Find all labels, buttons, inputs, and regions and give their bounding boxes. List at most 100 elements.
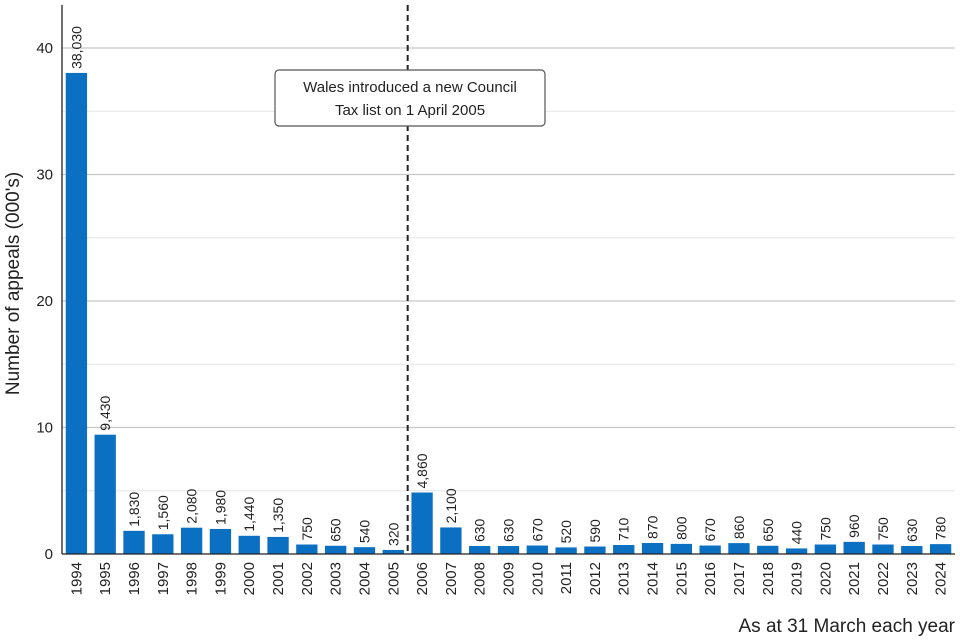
x-tick-2009: 2009 xyxy=(501,562,518,595)
bar-2015 xyxy=(670,543,692,554)
bar-1994 xyxy=(65,72,88,554)
x-tick-2014: 2014 xyxy=(645,562,662,595)
annotation-rect xyxy=(274,69,546,127)
x-tick-2015: 2015 xyxy=(673,562,690,595)
x-tick-2002: 2002 xyxy=(299,562,316,595)
x-tick-2012: 2012 xyxy=(587,562,604,595)
data-label-2009: 630 xyxy=(501,518,517,542)
data-label-2022: 750 xyxy=(875,517,891,541)
data-label-2010: 670 xyxy=(529,518,545,542)
annotation-line-1: Wales introduced a new Council xyxy=(303,79,517,96)
data-label-2011: 520 xyxy=(558,520,574,544)
x-tick-2011: 2011 xyxy=(558,562,575,594)
bar-2021 xyxy=(843,541,865,554)
data-label-2002: 750 xyxy=(299,517,315,541)
bar-2005 xyxy=(382,549,404,554)
data-label-2012: 590 xyxy=(587,519,603,543)
data-label-2019: 440 xyxy=(789,521,805,545)
data-label-2018: 650 xyxy=(760,518,776,542)
data-label-1994: 38,030 xyxy=(68,26,84,69)
data-label-1995: 9,430 xyxy=(97,395,113,430)
bar-2001 xyxy=(267,536,289,554)
x-tick-2010: 2010 xyxy=(529,562,546,595)
y-tick-40: 40 xyxy=(36,40,53,57)
x-tick-1994: 1994 xyxy=(68,562,85,595)
y-tick-0: 0 xyxy=(45,546,53,563)
bar-2008 xyxy=(469,546,491,554)
y-tick-labels: 0 10 20 30 40 xyxy=(36,40,53,563)
data-label-2014: 870 xyxy=(645,515,661,539)
data-label-2001: 1,350 xyxy=(270,498,286,533)
data-label-2004: 540 xyxy=(356,520,372,544)
data-label-2020: 750 xyxy=(817,517,833,541)
bar-1999 xyxy=(209,528,232,554)
data-label-2021: 960 xyxy=(846,514,862,538)
x-tick-2003: 2003 xyxy=(328,562,345,595)
data-label-2005: 320 xyxy=(385,522,401,546)
data-label-2006: 4,860 xyxy=(414,453,430,488)
x-tick-2019: 2019 xyxy=(789,562,806,595)
bar-2018 xyxy=(757,545,779,554)
x-tick-2001: 2001 xyxy=(270,562,287,595)
data-label-2003: 650 xyxy=(328,518,344,542)
data-label-1999: 1,980 xyxy=(212,490,228,525)
bar-1998 xyxy=(180,527,203,554)
bar-2023 xyxy=(901,546,923,554)
x-tick-2008: 2008 xyxy=(472,562,489,595)
x-tick-1995: 1995 xyxy=(97,562,114,595)
x-tick-2021: 2021 xyxy=(846,562,863,595)
x-tick-2022: 2022 xyxy=(875,562,892,595)
data-label-2016: 670 xyxy=(702,518,718,542)
y-axis-title: Number of appeals (000's) xyxy=(3,172,24,395)
x-axis-title: As at 31 March each year xyxy=(739,616,956,637)
x-tick-2020: 2020 xyxy=(817,562,834,595)
x-tick-2018: 2018 xyxy=(760,562,777,595)
bar-2003 xyxy=(325,545,347,554)
x-tick-labels: 1994 1995 1996 1997 1998 1999 2000 2001 2002 2003… xyxy=(68,562,949,595)
bar-2006 xyxy=(411,492,433,554)
bar-2016 xyxy=(699,545,721,554)
x-tick-2007: 2007 xyxy=(443,562,460,595)
annotation-box: Wales introduced a new Council Tax list … xyxy=(274,69,546,127)
bar-1995 xyxy=(94,434,116,554)
data-label-1997: 1,560 xyxy=(155,495,171,530)
bar-2007 xyxy=(440,527,462,554)
bar-1996 xyxy=(123,530,145,554)
x-tick-1998: 1998 xyxy=(184,562,201,595)
x-tick-2024: 2024 xyxy=(933,562,950,595)
x-tick-2017: 2017 xyxy=(731,562,748,595)
x-tick-2000: 2000 xyxy=(241,562,258,595)
x-tick-2013: 2013 xyxy=(616,562,633,595)
bar-2010 xyxy=(526,545,548,554)
bar-2014 xyxy=(641,542,664,554)
bar-2013 xyxy=(613,545,635,554)
data-label-2000: 1,440 xyxy=(241,497,257,532)
x-tick-2004: 2004 xyxy=(356,562,373,595)
data-labels: 38,030 9,430 1,830 1,560 2,080 1,980 1,440 1,35… xyxy=(68,26,948,546)
data-label-2023: 630 xyxy=(904,518,920,542)
axes xyxy=(61,5,955,555)
bar-2022 xyxy=(872,544,894,554)
data-label-2017: 860 xyxy=(731,516,747,540)
bar-2002 xyxy=(296,544,318,554)
data-label-2024: 780 xyxy=(933,517,949,541)
bar-2000 xyxy=(238,535,260,554)
bar-2004 xyxy=(353,547,376,554)
bar-2012 xyxy=(584,546,606,554)
data-label-1998: 2,080 xyxy=(184,488,200,523)
annotation-line-2: Tax list on 1 April 2005 xyxy=(335,102,485,119)
y-tick-10: 10 xyxy=(36,420,53,437)
data-label-2007: 2,100 xyxy=(443,488,459,523)
x-tick-2006: 2006 xyxy=(414,562,431,595)
bars xyxy=(65,72,952,554)
x-tick-2005: 2005 xyxy=(385,562,402,595)
y-tick-20: 20 xyxy=(36,293,53,310)
bar-2017 xyxy=(728,543,750,554)
bar-2024 xyxy=(929,544,952,554)
x-tick-1996: 1996 xyxy=(126,562,143,595)
bar-1997 xyxy=(152,534,174,554)
gridlines xyxy=(62,47,955,492)
x-tick-2023: 2023 xyxy=(904,562,921,595)
bar-2009 xyxy=(497,546,520,554)
